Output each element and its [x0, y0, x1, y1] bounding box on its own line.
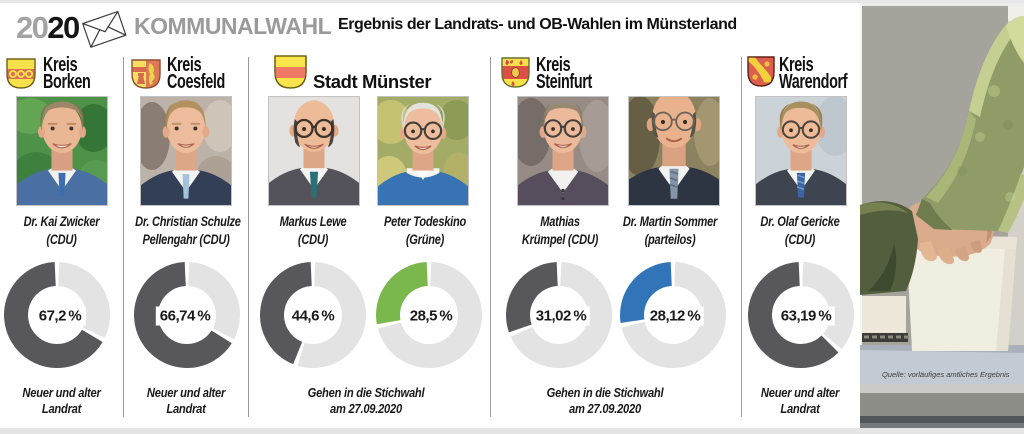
svg-text:Quelle: vorläufiges amtliches: Quelle: vorläufiges amtliches Ergebnis	[882, 370, 1010, 379]
